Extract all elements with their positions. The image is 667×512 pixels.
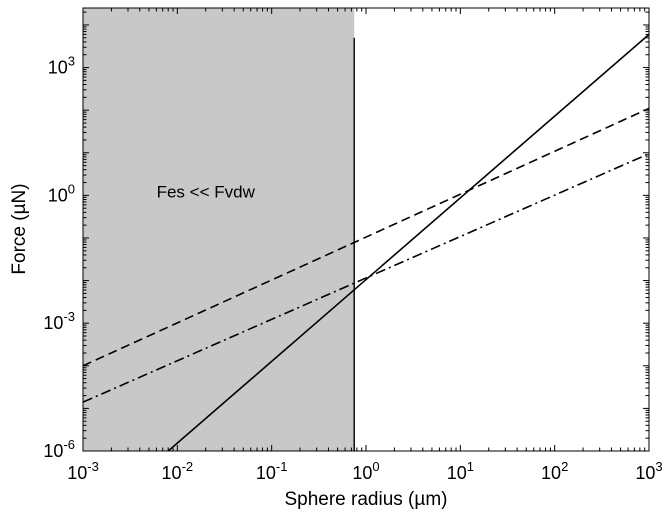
- x-tick-label: 103: [635, 459, 662, 483]
- y-tick-label: 10-3: [43, 309, 75, 333]
- x-tick-label: 102: [541, 459, 568, 483]
- x-tick-label: 10-3: [67, 459, 99, 483]
- series-line-dashdot: [83, 152, 649, 403]
- x-axis-label: Sphere radius (µm): [284, 489, 447, 510]
- series-line-solid: [167, 33, 649, 451]
- y-tick-label: 100: [48, 181, 75, 205]
- x-tick-label: 100: [352, 459, 379, 483]
- shaded-region: [83, 8, 355, 451]
- x-tick-label: 10-1: [256, 459, 288, 483]
- region-label: Fes << Fvdw: [157, 182, 256, 201]
- y-tick-label: 10-6: [43, 437, 75, 461]
- series-line-dashed: [83, 107, 649, 367]
- x-tick-label: 101: [447, 459, 474, 483]
- y-axis-label: Force (µN): [9, 183, 30, 274]
- x-tick-label: 10-2: [162, 459, 194, 483]
- y-tick-label: 103: [48, 54, 75, 78]
